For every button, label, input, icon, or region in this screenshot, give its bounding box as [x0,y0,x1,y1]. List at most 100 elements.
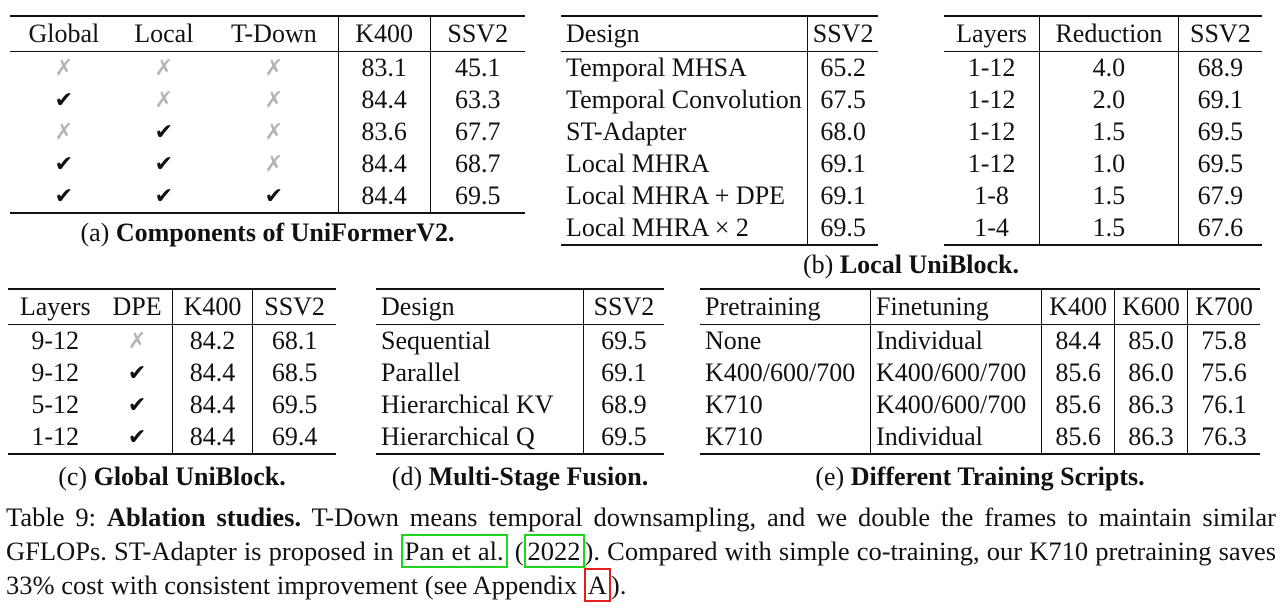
cross-mark: ✗ [127,328,147,353]
table-cell: 69.5 [429,180,525,213]
check-mark: ✔ [127,360,147,385]
table-cell: ST-Adapter [566,117,687,146]
table-caption: Table 9: Ablation studies. T-Down means … [6,500,1276,602]
table-cell: 84.4 [171,421,253,454]
table-row: Local MHRA 69.1 [561,148,879,180]
caption-label: Table 9: [6,502,96,532]
table-row: Hierarchical KV 68.9 [376,389,664,421]
table-row: 1-12 2.0 69.1 [944,84,1262,116]
table-cell: Sequential [381,326,491,355]
header-global: Global [28,19,100,48]
table-a-components: Global Local T-Down K400 SSV2 ✗ ✗ ✗ 83.1… [10,15,525,214]
citation-link-year[interactable]: 2022 [523,534,585,568]
table-header-row: Global Local T-Down K400 SSV2 [10,16,525,52]
check-mark: ✔ [127,392,147,417]
table-cell: 83.6 [337,116,430,148]
table-cell: 1.5 [1039,116,1179,148]
table-cell: 76.1 [1187,389,1260,421]
cross-mark: ✗ [264,119,284,144]
table-cell: 69.5 [582,421,664,454]
table-row: 5-12 ✔ 84.4 69.5 [8,389,336,421]
table-cell: 1-12 [967,117,1016,146]
table-row: 9-12 ✔ 84.4 68.5 [8,357,336,389]
table-cell: Parallel [381,358,461,387]
table-cell: Temporal Convolution [566,85,802,114]
table-cell: 84.4 [1041,324,1115,357]
table-cell: K400/600/700 [870,389,1042,421]
table-cell: 1-12 [967,149,1016,178]
caption-c-title: Global UniBlock. [93,462,286,491]
table-row: 1-8 1.5 67.9 [944,180,1262,212]
table-header-row: Layers DPE K400 SSV2 [8,289,336,325]
table-header-row: Design SSV2 [376,289,664,325]
table-cell: 68.1 [252,324,336,357]
table-cell: K710 [705,390,763,419]
check-mark: ✔ [127,424,147,449]
table-b-layers: Layers Reduction SSV2 1-12 4.0 68.9 1-12 2.… [944,15,1262,246]
table-b-design: Design SSV2 Temporal MHSA 65.2 Temporal C… [561,15,879,246]
table-row: Temporal Convolution 67.5 [561,84,879,116]
table-cell: 69.1 [806,180,879,212]
appendix-link[interactable]: A [583,568,611,602]
citation-link-authors[interactable]: Pan et al. [400,534,508,568]
header-k600: K600 [1114,289,1188,325]
table-row: 9-12 ✗ 84.2 68.1 [8,324,336,357]
caption-a-title: Components of UniFormerV2. [115,218,455,247]
header-ssv2: SSV2 [806,16,879,52]
table-cell: Local MHRA × 2 [566,213,749,242]
caption-c: (c) Global UniBlock. [8,462,336,492]
cross-mark: ✗ [264,151,284,176]
header-layers: Layers [19,292,91,321]
table-cell: 68.5 [252,357,336,389]
table-cell: None [705,326,762,355]
caption-text-1: T-Down means temporal downsampling, and … [6,502,1276,566]
cross-mark: ✗ [154,55,174,80]
table-row: K710 Individual 85.6 86.3 76.3 [700,421,1260,454]
table-row: K400/600/700 K400/600/700 85.6 86.0 75.6 [700,357,1260,389]
table-cell: 9-12 [31,358,80,387]
table-cell: 84.4 [337,180,430,213]
table-cell: 63.3 [429,84,525,116]
table-row: Sequential 69.5 [376,324,664,357]
cross-mark: ✗ [264,87,284,112]
table-cell: 69.1 [1177,84,1262,116]
table-row: 1-12 1.0 69.5 [944,148,1262,180]
table-cell: 69.5 [806,212,879,245]
caption-e: (e) Different Training Scripts. [700,462,1260,492]
caption-title: Ablation studies. [106,502,302,532]
header-t-down: T-Down [231,19,317,48]
header-ssv2: SSV2 [429,16,525,52]
table-cell: Local MHRA + DPE [566,181,786,210]
table-cell: 69.5 [1177,148,1262,180]
table-cell: 84.4 [337,148,430,180]
table-header-row: Pretraining Finetuning K400 K600 K700 [700,289,1260,325]
caption-d-title: Multi-Stage Fusion. [428,462,649,491]
caption-e-prefix: (e) [815,462,845,491]
table-cell: 69.1 [582,357,664,389]
header-design: Design [566,19,640,48]
header-layers: Layers [956,19,1027,48]
table-row: ✔ ✔ ✔ 84.4 69.5 [10,180,525,213]
table-cell: 85.6 [1041,389,1115,421]
table-cell: 69.5 [252,389,336,421]
caption-c-prefix: (c) [58,462,88,491]
header-ssv2: SSV2 [582,289,664,325]
table-row: 1-12 ✔ 84.4 69.4 [8,421,336,454]
table-cell: Individual [870,421,1042,454]
check-mark: ✔ [54,87,74,112]
table-cell: Hierarchical Q [381,422,535,451]
table-cell: Hierarchical KV [381,390,554,419]
cross-mark: ✗ [54,55,74,80]
caption-a-prefix: (a) [80,218,110,247]
table-cell: 68.9 [1177,51,1262,84]
table-row: Hierarchical Q 69.5 [376,421,664,454]
caption-b-prefix: (b) [803,250,834,279]
header-local: Local [134,19,194,48]
table-cell: Individual [870,324,1042,357]
caption-b: (b) Local UniBlock. [561,250,1261,280]
table-cell: 65.2 [806,51,879,84]
table-header-row: Design SSV2 [561,16,879,52]
table-cell: 67.6 [1177,212,1262,245]
table-cell: 83.1 [337,51,430,84]
header-k700: K700 [1187,289,1260,325]
